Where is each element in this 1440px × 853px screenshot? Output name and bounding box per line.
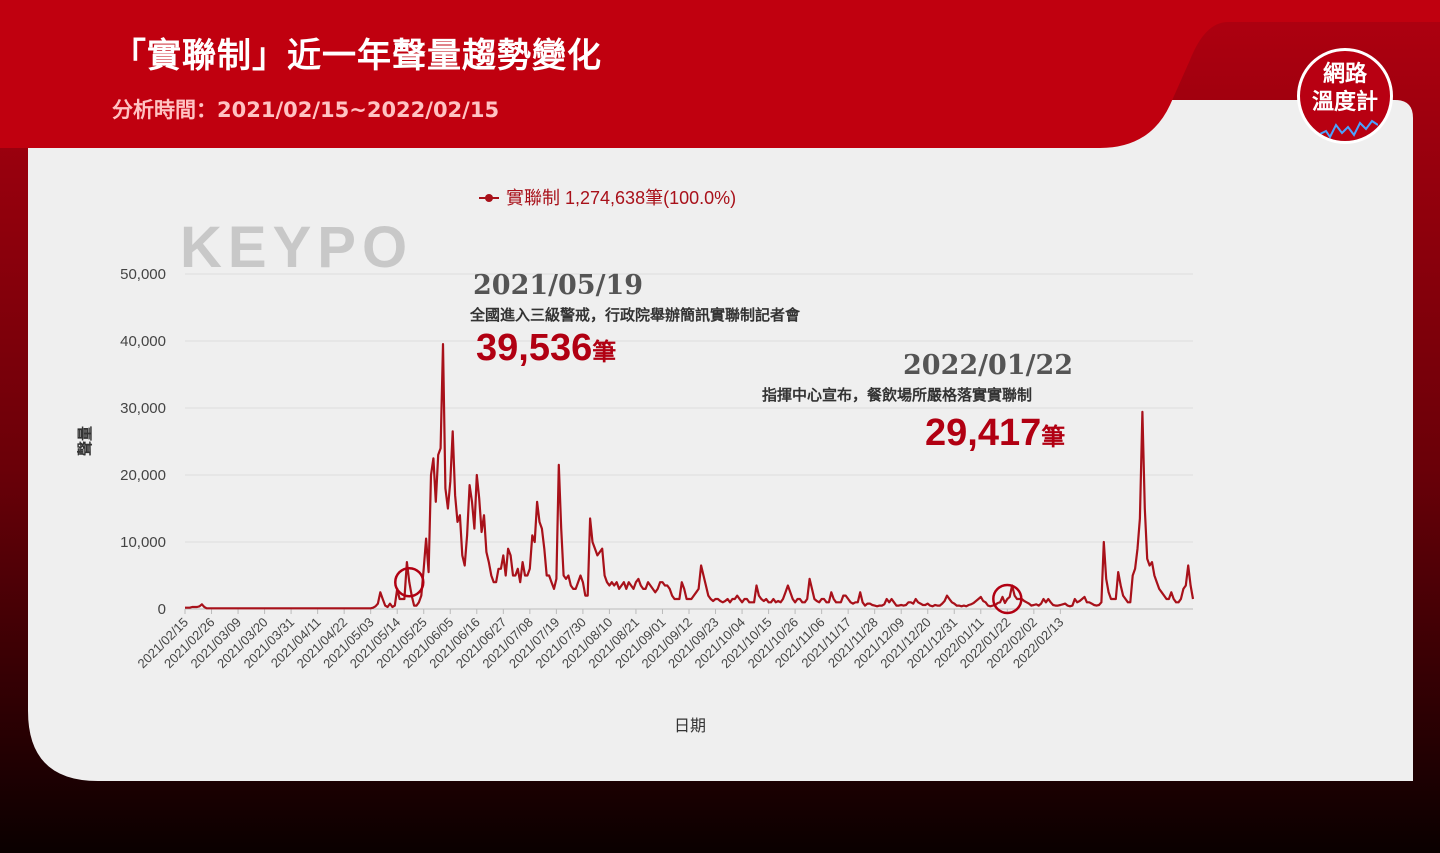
analysis-period: 分析時間：2021/02/15~2022/02/15	[112, 98, 500, 122]
page-title: 「實聯制」近一年聲量趨勢變化	[112, 36, 602, 76]
annotation-1-desc-wrap: 全國進入三級警戒，行政院舉辦簡訊實聯制記者會	[470, 304, 800, 325]
annotation-2-date: 2022/01/22	[903, 350, 1074, 381]
y-tick-label: 10,000	[120, 534, 166, 551]
annotation-1-value-wrap: 39,536筆	[476, 327, 616, 370]
logo-wave-icon	[1318, 119, 1378, 139]
y-tick-label: 30,000	[120, 400, 166, 417]
annotation-2-desc: 指揮中心宣布，餐飲場所嚴格落實實聯制	[762, 386, 1033, 404]
y-tick-label: 50,000	[120, 266, 166, 283]
annotation-2-unit: 筆	[1041, 423, 1066, 451]
y-tick-label: 20,000	[120, 467, 166, 484]
annotation-2-value-wrap: 29,417筆	[925, 412, 1065, 455]
logo-line-2: 溫度計	[1311, 90, 1378, 115]
logo-line-1: 網路	[1322, 62, 1367, 87]
annotation-2-value: 29,417	[925, 412, 1042, 454]
annotation-1-date: 2021/05/19	[473, 270, 644, 301]
annotation-1-unit: 筆	[592, 338, 617, 366]
annotation-1-value: 39,536	[476, 327, 593, 369]
y-tick-label: 40,000	[120, 333, 166, 350]
annotation-1-date-wrap: 2021/05/19	[473, 270, 643, 301]
keypo-watermark: KEYPO	[180, 215, 414, 280]
content-card	[28, 100, 1413, 781]
legend-label: 實聯制 1,274,638筆(100.0%)	[506, 188, 736, 208]
annotation-2-date-wrap: 2022/01/22	[903, 350, 1073, 381]
series-line	[185, 343, 1195, 610]
y-tick-label: 0	[158, 601, 166, 618]
annotation-1-desc: 全國進入三級警戒，行政院舉辦簡訊實聯制記者會	[470, 306, 801, 324]
header: 「實聯制」近一年聲量趨勢變化 分析時間：2021/02/15~2022/02/1…	[0, 0, 1440, 148]
brand-logo: 網路 溫度計	[1297, 48, 1393, 144]
header-band	[0, 0, 1440, 148]
legend-marker	[485, 194, 493, 202]
annotation-2-marker	[992, 583, 1023, 615]
y-axis-label: 聲量	[76, 426, 94, 456]
x-axis-label: 日期	[674, 717, 706, 735]
annotation-2-desc-wrap: 指揮中心宣布，餐飲場所嚴格落實實聯制	[762, 384, 1032, 405]
annotation-1-marker	[394, 566, 425, 598]
